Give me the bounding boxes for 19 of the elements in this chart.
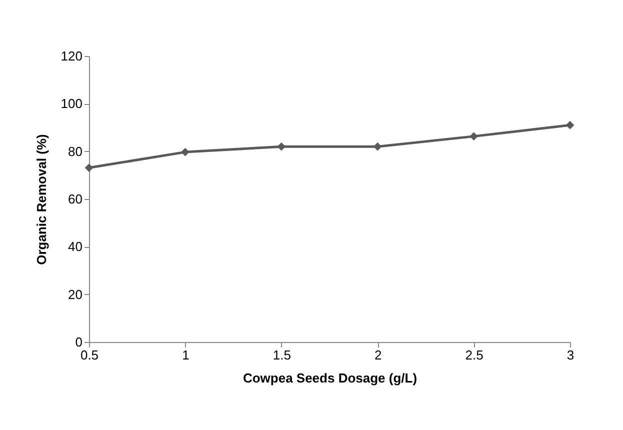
point <box>84 164 94 172</box>
x-tick-label: 1.5 <box>272 348 291 362</box>
y-tick-label: 60 <box>68 192 82 206</box>
x-tick-label: 2.5 <box>465 348 484 362</box>
y-tick-label: 40 <box>68 239 82 254</box>
point <box>566 120 574 130</box>
point <box>181 148 190 156</box>
x-tick-label: 3 <box>566 348 574 362</box>
x-tick-label: 1 <box>182 348 190 362</box>
y-axis-title: Organic Removal (%) <box>34 134 49 265</box>
y-tick-label: 0 <box>75 334 82 350</box>
x-axis-title: Cowpea Seeds Dosage (g/L) <box>242 370 418 386</box>
x-tick-label: 0.5 <box>80 348 99 362</box>
y-tick-label: 20 <box>68 286 82 302</box>
y-tick-label: 80 <box>68 144 82 159</box>
point <box>470 132 478 140</box>
y-tick-label: 100 <box>60 96 82 112</box>
x-tick-label: 2 <box>374 348 382 362</box>
y-tick-label: 120 <box>60 48 82 64</box>
